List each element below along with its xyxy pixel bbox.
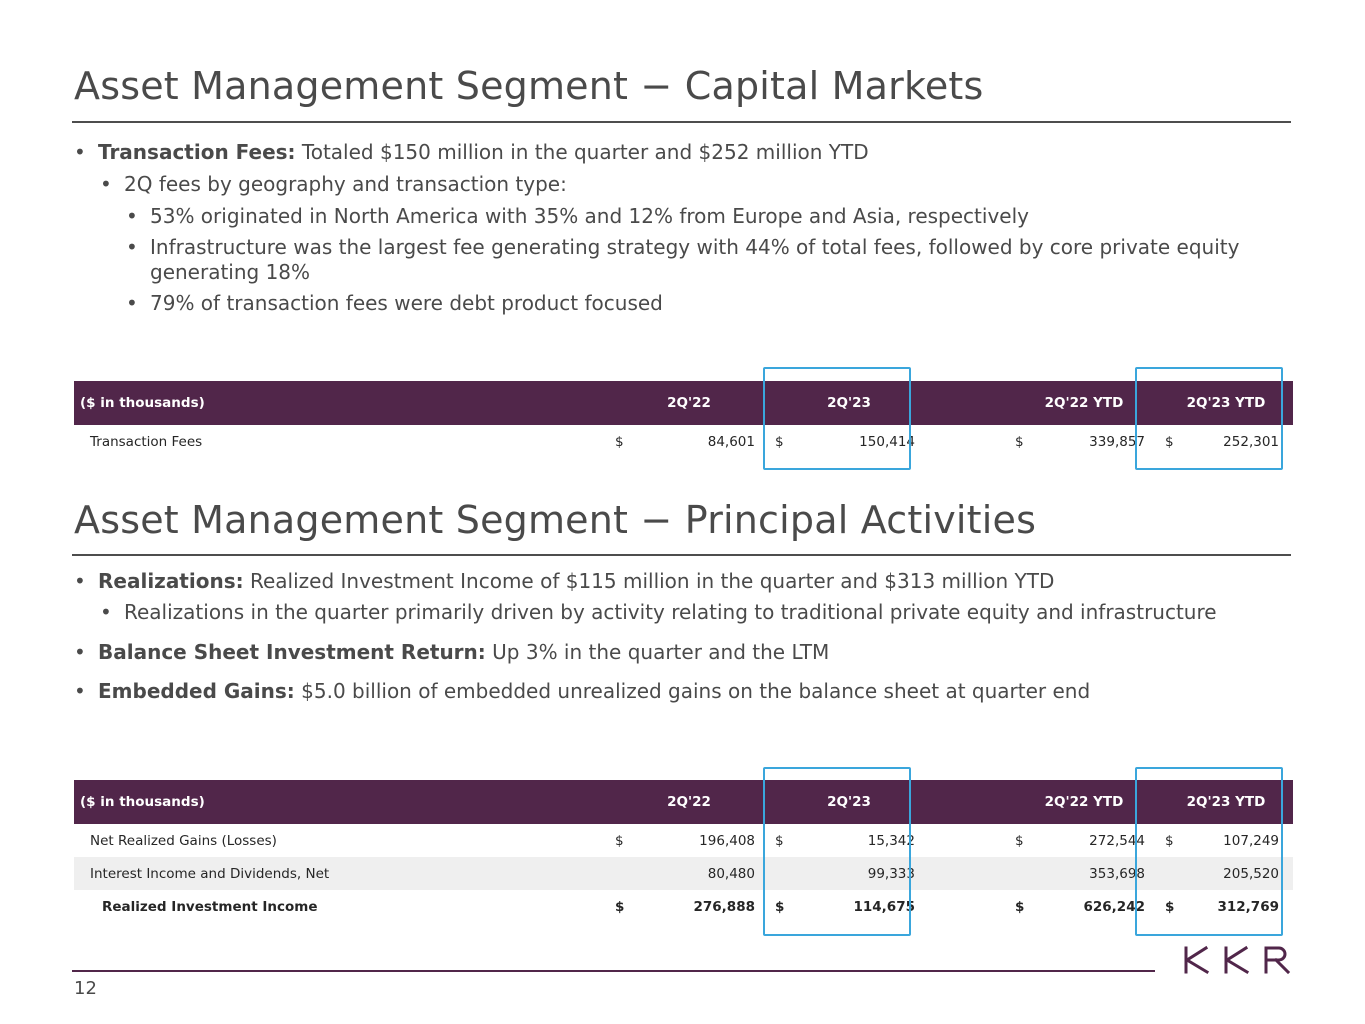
bullet-dot: • (74, 569, 86, 593)
bullet-item: • 53% originated in North America with 3… (74, 204, 1284, 229)
cell-value: 272,544 (1089, 832, 1145, 849)
table-header-row: ($ in thousands) 2Q'22 2Q'23 2Q'22 YTD 2… (74, 381, 1293, 425)
bullet-dot: • (100, 600, 112, 624)
column-header: 2Q'23 (769, 780, 929, 824)
column-header: 2Q'22 (609, 780, 769, 824)
cell-value: 626,242 (1083, 898, 1146, 915)
column-header: ($ in thousands) (74, 780, 609, 824)
bullet-dot: • (74, 640, 86, 664)
cell-value: 107,249 (1223, 832, 1279, 849)
bullet-dot: • (126, 204, 138, 228)
bullet-item: • Infrastructure was the largest fee gen… (74, 235, 1284, 285)
currency-sign: $ (1015, 433, 1024, 450)
bullet-text: 79% of transaction fees were debt produc… (150, 291, 663, 315)
table-header-row: ($ in thousands) 2Q'22 2Q'23 2Q'22 YTD 2… (74, 780, 1293, 824)
column-header: ($ in thousands) (74, 381, 609, 425)
bullet-lead: Embedded Gains: (98, 679, 295, 703)
currency-sign: $ (775, 433, 784, 450)
bullet-lead: Realizations: (98, 569, 244, 593)
cell-value: 99,333 (799, 857, 929, 890)
table-row: Net Realized Gains (Losses) $ 196,408 $ … (74, 824, 1293, 857)
currency-sign: $ (615, 898, 625, 915)
column-header: 2Q'22 YTD (1009, 780, 1159, 824)
bullet-item: • Balance Sheet Investment Return: Up 3%… (74, 640, 1284, 665)
table-row: Transaction Fees $ 84,601 $ 150,414 $ 33… (74, 425, 1293, 458)
currency-sign (1159, 857, 1189, 890)
transaction-fees-table: ($ in thousands) 2Q'22 2Q'23 2Q'22 YTD 2… (74, 381, 1293, 458)
cell-value: 353,698 (1039, 857, 1159, 890)
highlight-box-2q23 (763, 367, 911, 470)
column-header: 2Q'23 YTD (1159, 381, 1293, 425)
cell-value: 276,888 (693, 898, 756, 915)
bullet-dot: • (74, 140, 86, 164)
column-header: 2Q'22 (609, 381, 769, 425)
cell-value: 196,408 (699, 832, 755, 849)
bullet-item: • Transaction Fees: Totaled $150 million… (74, 140, 1284, 165)
row-label: Transaction Fees (90, 433, 203, 450)
cell-value: 114,675 (853, 898, 916, 915)
bullet-text: 53% originated in North America with 35%… (150, 204, 1029, 228)
cell-value: 84,601 (707, 433, 755, 450)
table-row: Interest Income and Dividends, Net 80,48… (74, 857, 1293, 890)
cell-value: 80,480 (639, 857, 769, 890)
bullet-dot: • (100, 172, 112, 196)
currency-sign: $ (1015, 898, 1025, 915)
section-title-capital-markets: Asset Management Segment − Capital Marke… (74, 64, 984, 108)
realized-investment-income-table: ($ in thousands) 2Q'22 2Q'23 2Q'22 YTD 2… (74, 780, 1293, 923)
cell-value: 150,414 (859, 433, 915, 450)
row-label: Realized Investment Income (102, 898, 318, 915)
kkr-logo (1184, 945, 1291, 975)
title-divider (72, 121, 1291, 123)
title-divider (72, 554, 1291, 556)
bullet-dot: • (74, 679, 86, 703)
bullet-item: • Realizations in the quarter primarily … (74, 600, 1284, 625)
currency-sign: $ (615, 433, 624, 450)
bullet-lead: Transaction Fees: (98, 140, 296, 164)
bullet-text: Realizations in the quarter primarily dr… (124, 600, 1217, 624)
cell-value: 252,301 (1223, 433, 1279, 450)
currency-sign: $ (1165, 433, 1174, 450)
currency-sign (1009, 857, 1039, 890)
currency-sign: $ (1015, 832, 1024, 849)
column-header: 2Q'23 (769, 381, 929, 425)
table-total-row: Realized Investment Income $ 276,888 $ 1… (74, 890, 1293, 923)
section-title-principal-activities: Asset Management Segment − Principal Act… (74, 498, 1037, 542)
bullet-text: 2Q fees by geography and transaction typ… (124, 172, 567, 196)
bullet-dot: • (126, 235, 138, 259)
highlight-box-2q23-ytd (1135, 767, 1283, 936)
footer-divider (72, 970, 1155, 972)
row-label: Interest Income and Dividends, Net (74, 857, 609, 890)
bullet-text: Realized Investment Income of $115 milli… (243, 569, 1055, 593)
highlight-box-2q23 (763, 767, 911, 936)
cell-value: 312,769 (1217, 898, 1280, 915)
row-label: Net Realized Gains (Losses) (90, 832, 277, 849)
currency-sign (769, 857, 799, 890)
bullet-text: Up 3% in the quarter and the LTM (485, 640, 830, 664)
currency-sign: $ (1165, 832, 1174, 849)
currency-sign: $ (615, 832, 624, 849)
currency-sign (609, 857, 639, 890)
bullet-item: • 2Q fees by geography and transaction t… (74, 172, 1284, 197)
column-header: 2Q'23 YTD (1159, 780, 1293, 824)
page-number: 12 (74, 978, 97, 999)
bullet-item: • Realizations: Realized Investment Inco… (74, 569, 1284, 594)
cell-value: 205,520 (1189, 857, 1293, 890)
cell-value: 339,857 (1089, 433, 1145, 450)
bullet-lead: Balance Sheet Investment Return: (98, 640, 486, 664)
bullet-text: Totaled $150 million in the quarter and … (295, 140, 869, 164)
bullet-text: $5.0 billion of embedded unrealized gain… (294, 679, 1091, 703)
cell-value: 15,342 (867, 832, 915, 849)
bullet-item: • Embedded Gains: $5.0 billion of embedd… (74, 679, 1284, 704)
bullet-item: • 79% of transaction fees were debt prod… (74, 291, 1284, 316)
currency-sign: $ (775, 832, 784, 849)
highlight-box-2q23-ytd (1135, 367, 1283, 470)
currency-sign: $ (1165, 898, 1175, 915)
bullet-dot: • (126, 291, 138, 315)
bullet-text: Infrastructure was the largest fee gener… (150, 235, 1240, 284)
column-header: 2Q'22 YTD (1009, 381, 1159, 425)
currency-sign: $ (775, 898, 785, 915)
